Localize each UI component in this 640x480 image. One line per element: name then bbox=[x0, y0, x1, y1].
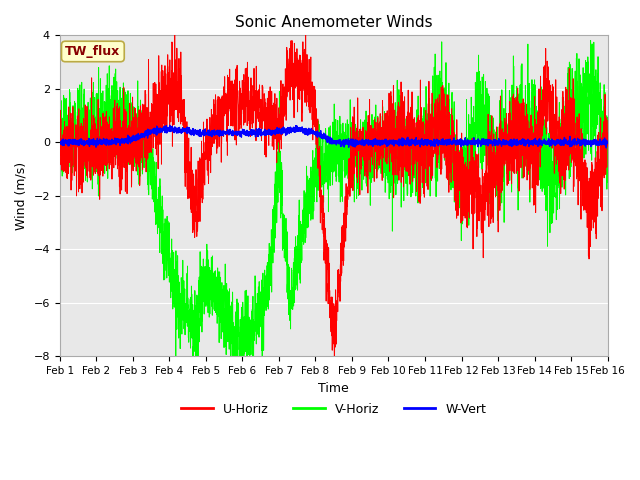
Y-axis label: Wind (m/s): Wind (m/s) bbox=[15, 162, 28, 230]
Text: TW_flux: TW_flux bbox=[65, 45, 120, 58]
X-axis label: Time: Time bbox=[318, 382, 349, 395]
Title: Sonic Anemometer Winds: Sonic Anemometer Winds bbox=[235, 15, 433, 30]
Legend: U-Horiz, V-Horiz, W-Vert: U-Horiz, V-Horiz, W-Vert bbox=[177, 398, 491, 420]
